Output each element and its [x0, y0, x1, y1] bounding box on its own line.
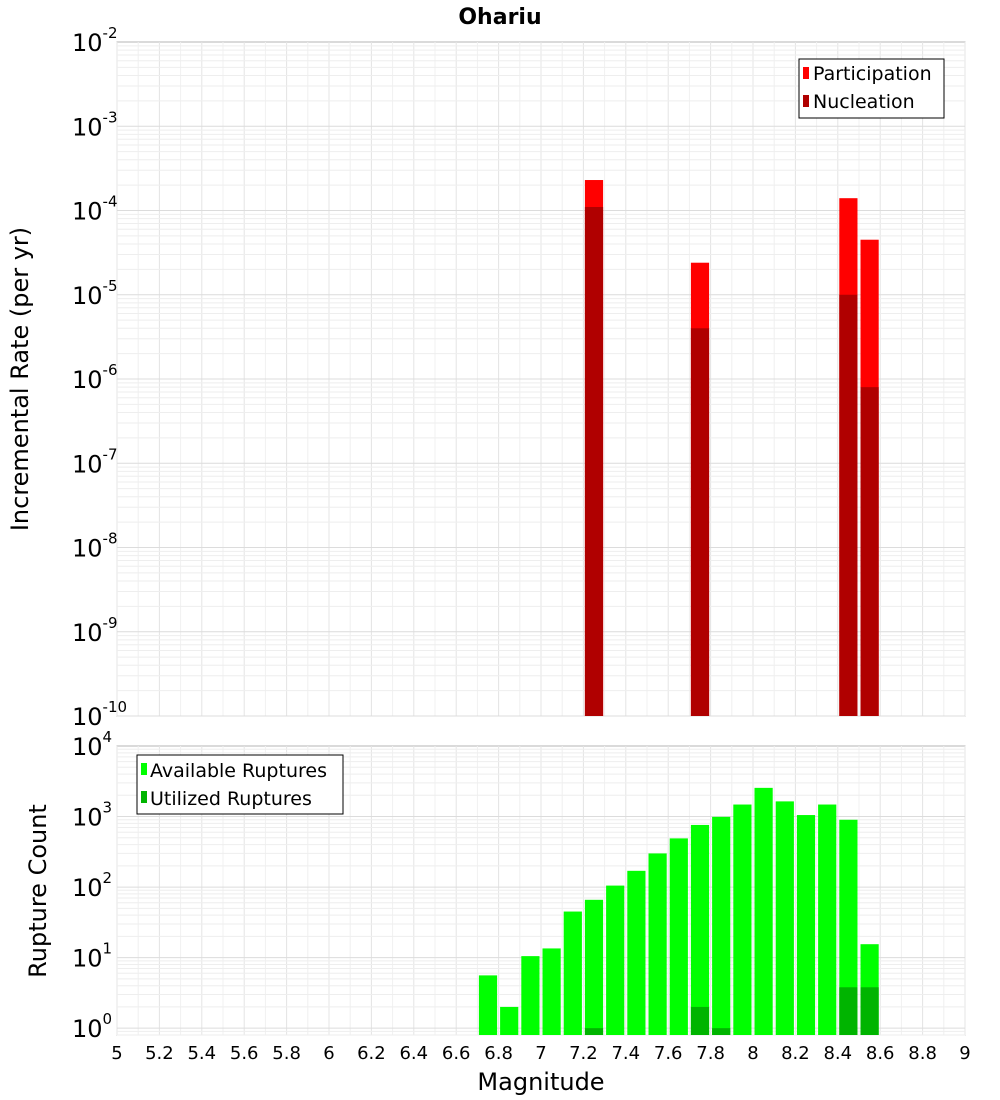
x-tick-label: 5.2 [145, 1043, 174, 1064]
x-tick-label: 5.4 [187, 1043, 216, 1064]
top-y-tick-label: 10-3 [72, 108, 118, 141]
bar-nucleation [860, 387, 879, 716]
bottom-y-tick-labels: 100 101 102 103 104 [72, 728, 112, 1043]
bar-available-ruptures [521, 956, 540, 1035]
x-tick-labels: 5 5.2 5.4 5.6 5.8 6 6.2 6.4 6.6 6.8 7 7.2 7.4 7.6 7.8 8… [111, 1043, 970, 1064]
bottom-y-axis-label: Rupture Count [24, 804, 52, 978]
bar-available-ruptures [733, 804, 752, 1035]
top-bars [584, 180, 879, 717]
top-y-tick-label: 10-6 [72, 361, 118, 394]
x-tick-label: 6.8 [484, 1043, 513, 1064]
bottom-y-tick-label: 104 [72, 728, 112, 761]
bar-available-ruptures [839, 819, 858, 1035]
bottom-bars [478, 787, 879, 1035]
bar-available-ruptures [627, 870, 646, 1035]
top-y-tick-label: 10-2 [72, 24, 118, 57]
bottom-legend: Available Ruptures Utilized Ruptures [136, 754, 344, 815]
top-legend-box [798, 58, 945, 119]
bar-utilized-ruptures [712, 1028, 731, 1035]
x-tick-label: 6.4 [399, 1043, 428, 1064]
bar-utilized-ruptures [839, 987, 858, 1035]
top-y-tick-label: 10-9 [72, 614, 118, 647]
legend-label-participation: Participation [813, 63, 932, 85]
x-tick-label: 6 [323, 1043, 334, 1064]
x-tick-label: 8.4 [823, 1043, 852, 1064]
bottom-y-tick-label: 100 [72, 1010, 112, 1043]
x-tick-label: 6.6 [442, 1043, 471, 1064]
x-tick-label: 7.2 [569, 1043, 598, 1064]
legend-swatch-participation [803, 67, 809, 79]
top-y-tick-label: 10-8 [72, 530, 118, 563]
bottom-y-tick-label: 102 [72, 869, 112, 902]
x-tick-label: 6.2 [357, 1043, 386, 1064]
top-y-tick-label: 10-10 [72, 698, 127, 731]
top-y-tick-label: 10-4 [72, 193, 118, 226]
bar-nucleation [690, 328, 710, 716]
x-tick-label: 8.2 [781, 1043, 810, 1064]
x-axis-label: Magnitude [477, 1068, 604, 1096]
bar-utilized-ruptures [860, 987, 879, 1035]
top-panel: 10-10 10-9 10-8 10-7 10-6 10-5 10-4 10-3 10-2 In… [6, 24, 966, 731]
legend-swatch-available [141, 763, 147, 775]
x-tick-label: 5.6 [230, 1043, 259, 1064]
legend-label-nucleation: Nucleation [813, 91, 915, 113]
x-tick-label: 7.8 [696, 1043, 725, 1064]
bottom-panel: 100 101 102 103 104 5 5.2 5.4 5.6 5.8 6 6.2 6.4 6.6 6… [24, 728, 971, 1096]
bar-utilized-ruptures [690, 1006, 710, 1035]
x-tick-label: 7.4 [611, 1043, 640, 1064]
bar-available-ruptures [775, 801, 794, 1035]
top-y-tick-label: 10-7 [72, 445, 118, 478]
legend-swatch-utilized [141, 791, 147, 803]
bar-available-ruptures [584, 899, 604, 1035]
bar-available-ruptures [754, 787, 773, 1035]
bar-available-ruptures [542, 948, 561, 1035]
top-legend: Participation Nucleation [798, 58, 945, 119]
bar-available-ruptures [563, 911, 582, 1035]
bar-available-ruptures [648, 853, 667, 1035]
bar-available-ruptures [500, 1006, 519, 1035]
x-tick-label: 5 [111, 1043, 122, 1064]
top-y-tick-label: 10-5 [72, 277, 118, 310]
bar-utilized-ruptures [584, 1028, 604, 1035]
bar-available-ruptures [606, 885, 625, 1035]
x-tick-label: 8.8 [908, 1043, 937, 1064]
bottom-legend-box [136, 754, 344, 815]
bar-available-ruptures [669, 838, 688, 1035]
bottom-y-tick-label: 101 [72, 940, 112, 973]
bottom-y-tick-label: 103 [72, 799, 112, 832]
top-grid [116, 42, 966, 717]
bar-available-ruptures [690, 824, 710, 1035]
top-y-axis-label: Incremental Rate (per yr) [6, 227, 34, 531]
x-tick-label: 7.6 [654, 1043, 683, 1064]
bar-available-ruptures [796, 815, 816, 1035]
legend-label-utilized: Utilized Ruptures [150, 788, 312, 810]
bar-available-ruptures [818, 804, 837, 1035]
bar-available-ruptures [478, 975, 498, 1035]
x-tick-label: 7 [535, 1043, 546, 1064]
x-tick-label: 9 [959, 1043, 970, 1064]
x-tick-label: 8.6 [866, 1043, 895, 1064]
bar-available-ruptures [712, 816, 731, 1035]
x-tick-label: 8 [747, 1043, 758, 1064]
top-y-tick-labels: 10-10 10-9 10-8 10-7 10-6 10-5 10-4 10-3 10-2 [72, 24, 127, 731]
x-tick-label: 5.8 [272, 1043, 301, 1064]
legend-label-available: Available Ruptures [150, 760, 327, 782]
chart-title: Ohariu [458, 5, 541, 30]
bar-nucleation [839, 294, 858, 716]
legend-swatch-nucleation [803, 95, 809, 107]
bar-nucleation [584, 207, 604, 716]
